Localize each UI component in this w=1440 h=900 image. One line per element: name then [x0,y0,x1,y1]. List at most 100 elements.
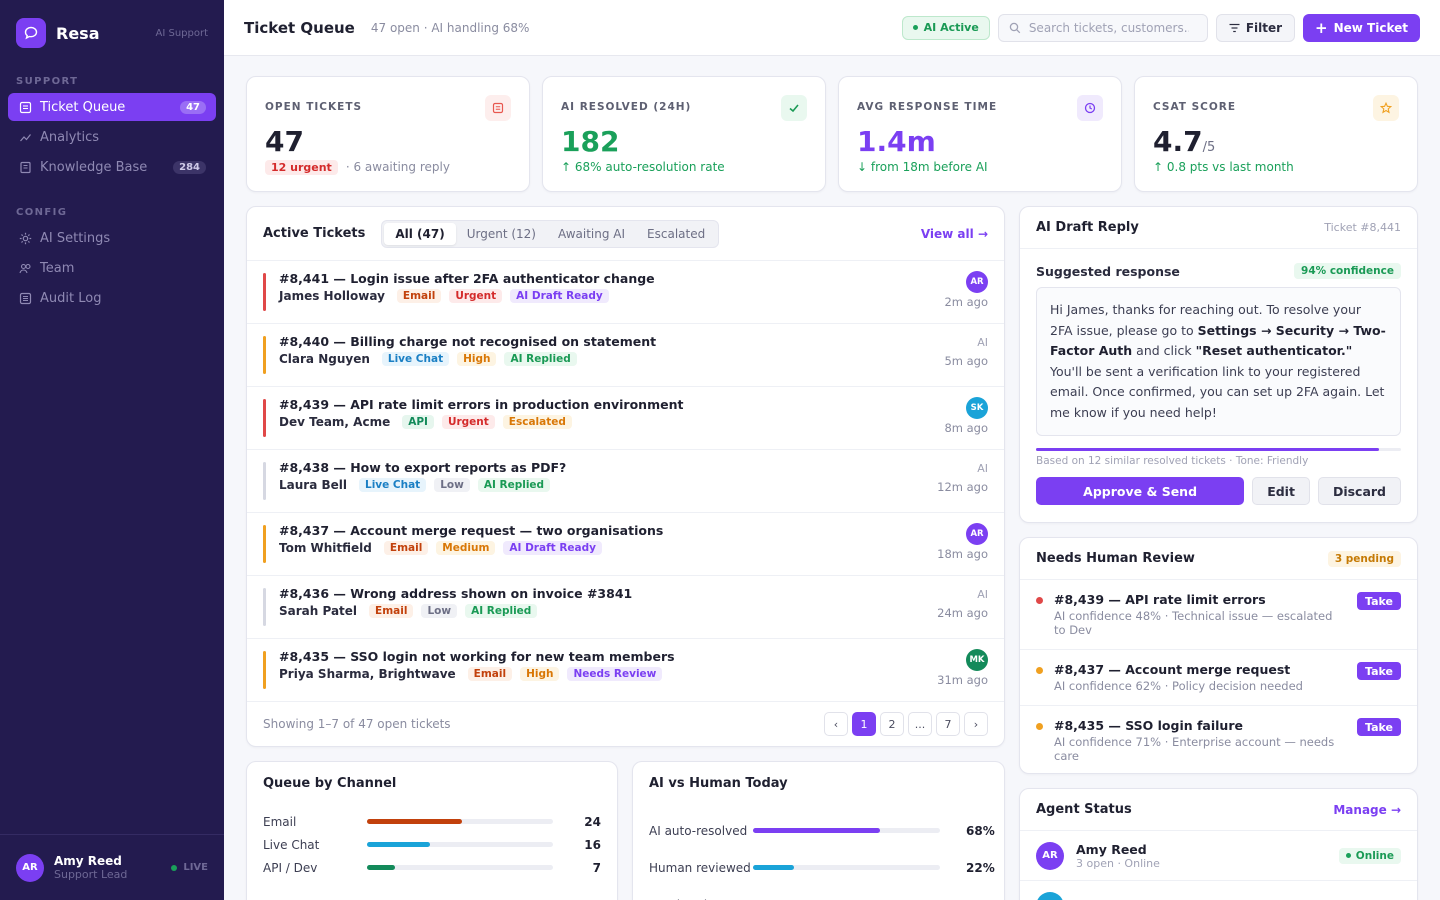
approve-send-button[interactable]: Approve & Send [1036,477,1245,505]
page-1[interactable]: 1 [852,712,876,736]
stat-card-csat-score: CSAT SCORE 4.7/5 ↑ 0.8 pts vs last month [1134,76,1418,192]
sidebar-item-label: Knowledge Base [40,159,148,175]
stat-number: 47 [265,125,304,158]
next-page-icon[interactable]: › [964,712,988,736]
draft-ticket-id: Ticket #8,441 [1324,221,1401,234]
current-user[interactable]: AR Amy Reed Support Lead LIVE [0,834,224,900]
avatar[interactable]: MK [966,649,988,671]
draft-emphasis: "Reset authenticator." [1195,343,1353,358]
stat-value: 4.7/5 [1153,125,1215,158]
avatar[interactable]: SK [966,397,988,419]
view-all-link[interactable]: View all → [920,226,988,241]
sidebar-item-label: Analytics [40,129,100,145]
live-status: LIVE [171,862,208,873]
ticket-row[interactable]: #8,436 — Wrong address shown on invoice … [247,576,1004,639]
page-buttons: ‹ 1 2... 7 › [824,712,988,736]
ticket-row[interactable]: #8,440 — Billing charge not recognised o… [247,324,1004,387]
discard-button[interactable]: Discard [1317,477,1401,505]
prev-page-icon[interactable]: ‹ [824,712,848,736]
bar-value: 68% [966,823,995,838]
sidebar-section-title: SUPPORT [16,76,79,87]
take-button[interactable]: Take [1357,718,1401,736]
agent-status-panel: Agent Status Manage → AR Amy Reed 3 open ·… [1019,788,1418,900]
draft-response-text[interactable]: Hi James, thanks for reaching out. To re… [1036,287,1401,436]
review-list: #8,439 — API rate limit errors AI confide… [1020,580,1417,773]
review-subtitle: AI confidence 62% · Policy decision need… [1054,679,1303,693]
bar-track [753,865,940,870]
stat-footnote: ↑ 68% auto-resolution rate [561,160,725,174]
confidence-bar [1036,448,1401,451]
ticket-assignee: AI 24m ago [937,586,988,620]
search-icon [1009,22,1021,33]
ai-status-badge[interactable]: AI Active [901,15,990,40]
page-7[interactable]: 7 [936,712,960,736]
sidebar-item-ticket-queue[interactable]: Ticket Queue 47 [8,93,216,121]
ticket-title: #8,439 — API rate limit errors in produc… [279,397,684,412]
ticket-time: 2m ago [944,295,988,309]
new-ticket-label: New Ticket [1333,20,1408,35]
sidebar-item-audit-log[interactable]: Audit Log [8,284,216,312]
search-box[interactable] [997,13,1208,42]
pagination: Showing 1–7 of 47 open tickets ‹ 1 2... 7 › [247,702,1004,746]
tag-high: High [457,352,497,366]
ticket-customer: Sarah Patel [279,604,358,618]
tag-email: Email [369,604,414,618]
sidebar-item-knowledge-base[interactable]: Knowledge Base 284 [8,153,216,181]
bar-label: Escalated [649,898,753,900]
sidebar-item-team[interactable]: Team [8,254,216,282]
new-ticket-button[interactable]: + New Ticket [1303,13,1420,42]
sidebar-item-ai-settings[interactable]: AI Settings [8,224,216,252]
edit-button[interactable]: Edit [1252,477,1310,505]
sidebar-item-label: Audit Log [40,290,102,306]
tag-high: High [520,667,560,681]
ticket-row[interactable]: #8,441 — Login issue after 2FA authentic… [247,261,1004,324]
ticket-meta: Laura Bell Live Chat Low AI Replied [279,478,988,492]
ticket-row[interactable]: #8,438 — How to export reports as PDF? La… [247,450,1004,513]
ai-handler-label: AI [977,336,988,349]
tab-urgent[interactable]: Urgent (12) [466,226,536,241]
take-button[interactable]: Take [1357,592,1401,610]
user-role: Support Lead [54,868,128,881]
avatar[interactable]: AR [966,523,988,545]
suggested-response-label: Suggested response [1036,263,1180,279]
search-input[interactable] [1028,20,1189,35]
bar-value: 16 [584,837,601,852]
online-badge: Online [1338,847,1401,864]
brand-name: Resa [56,23,100,43]
stat-unit: /5 [1202,140,1216,155]
ticket-title: #8,436 — Wrong address shown on invoice … [279,586,633,601]
avatar[interactable]: AR [966,271,988,293]
take-button[interactable]: Take [1357,662,1401,680]
sidebar-item-analytics[interactable]: Analytics [8,123,216,151]
ai-handler-label: AI [977,588,988,601]
chat-bubble-icon[interactable] [16,18,46,48]
tag-escalated: Escalated [502,415,572,429]
ticket-assignee: AR 18m ago [937,523,988,561]
status-dot-icon [1036,597,1043,604]
priority-bar [263,273,266,311]
agent-row[interactable]: AR Amy Reed 3 open · Online Online [1020,831,1417,881]
live-label: LIVE [183,862,208,873]
ai-status-label: AI Active [923,21,979,34]
filter-button[interactable]: Filter [1215,13,1296,42]
channel-bars: Email 24 Live Chat 16 API / Dev 7 [247,804,617,879]
ticket-row[interactable]: #8,435 — SSO login not working for new t… [247,639,1004,702]
ticket-row[interactable]: #8,439 — API rate limit errors in produc… [247,387,1004,450]
ticket-meta: Clara Nguyen Live Chat High AI Replied [279,352,988,366]
bar-track [367,842,553,847]
ticket-time: 12m ago [937,480,988,494]
urgent-count-badge: 12 urgent [265,160,338,175]
status-dot-icon [1036,723,1043,730]
stat-footnote: ↓ from 18m before AI [857,160,988,174]
manage-link[interactable]: Manage → [1333,802,1401,817]
ticket-assignee: MK 31m ago [937,649,988,687]
tab-awaiting-ai[interactable]: Awaiting AI [557,226,626,241]
tab-escalated[interactable]: Escalated [647,226,706,241]
ticket-row[interactable]: #8,437 — Account merge request — two org… [247,513,1004,576]
agent-info: Amy Reed 3 open · Online [1076,842,1160,870]
active-tickets-panel: Active Tickets All (47) Urgent (12) Awaiti… [246,206,1005,747]
page-2[interactable]: 2 [880,712,904,736]
stat-footnote: ↑ 0.8 pts vs last month [1153,160,1294,174]
tab-all[interactable]: All (47) [384,222,456,245]
agent-row[interactable]: SK Sam Kim [1020,881,1417,900]
